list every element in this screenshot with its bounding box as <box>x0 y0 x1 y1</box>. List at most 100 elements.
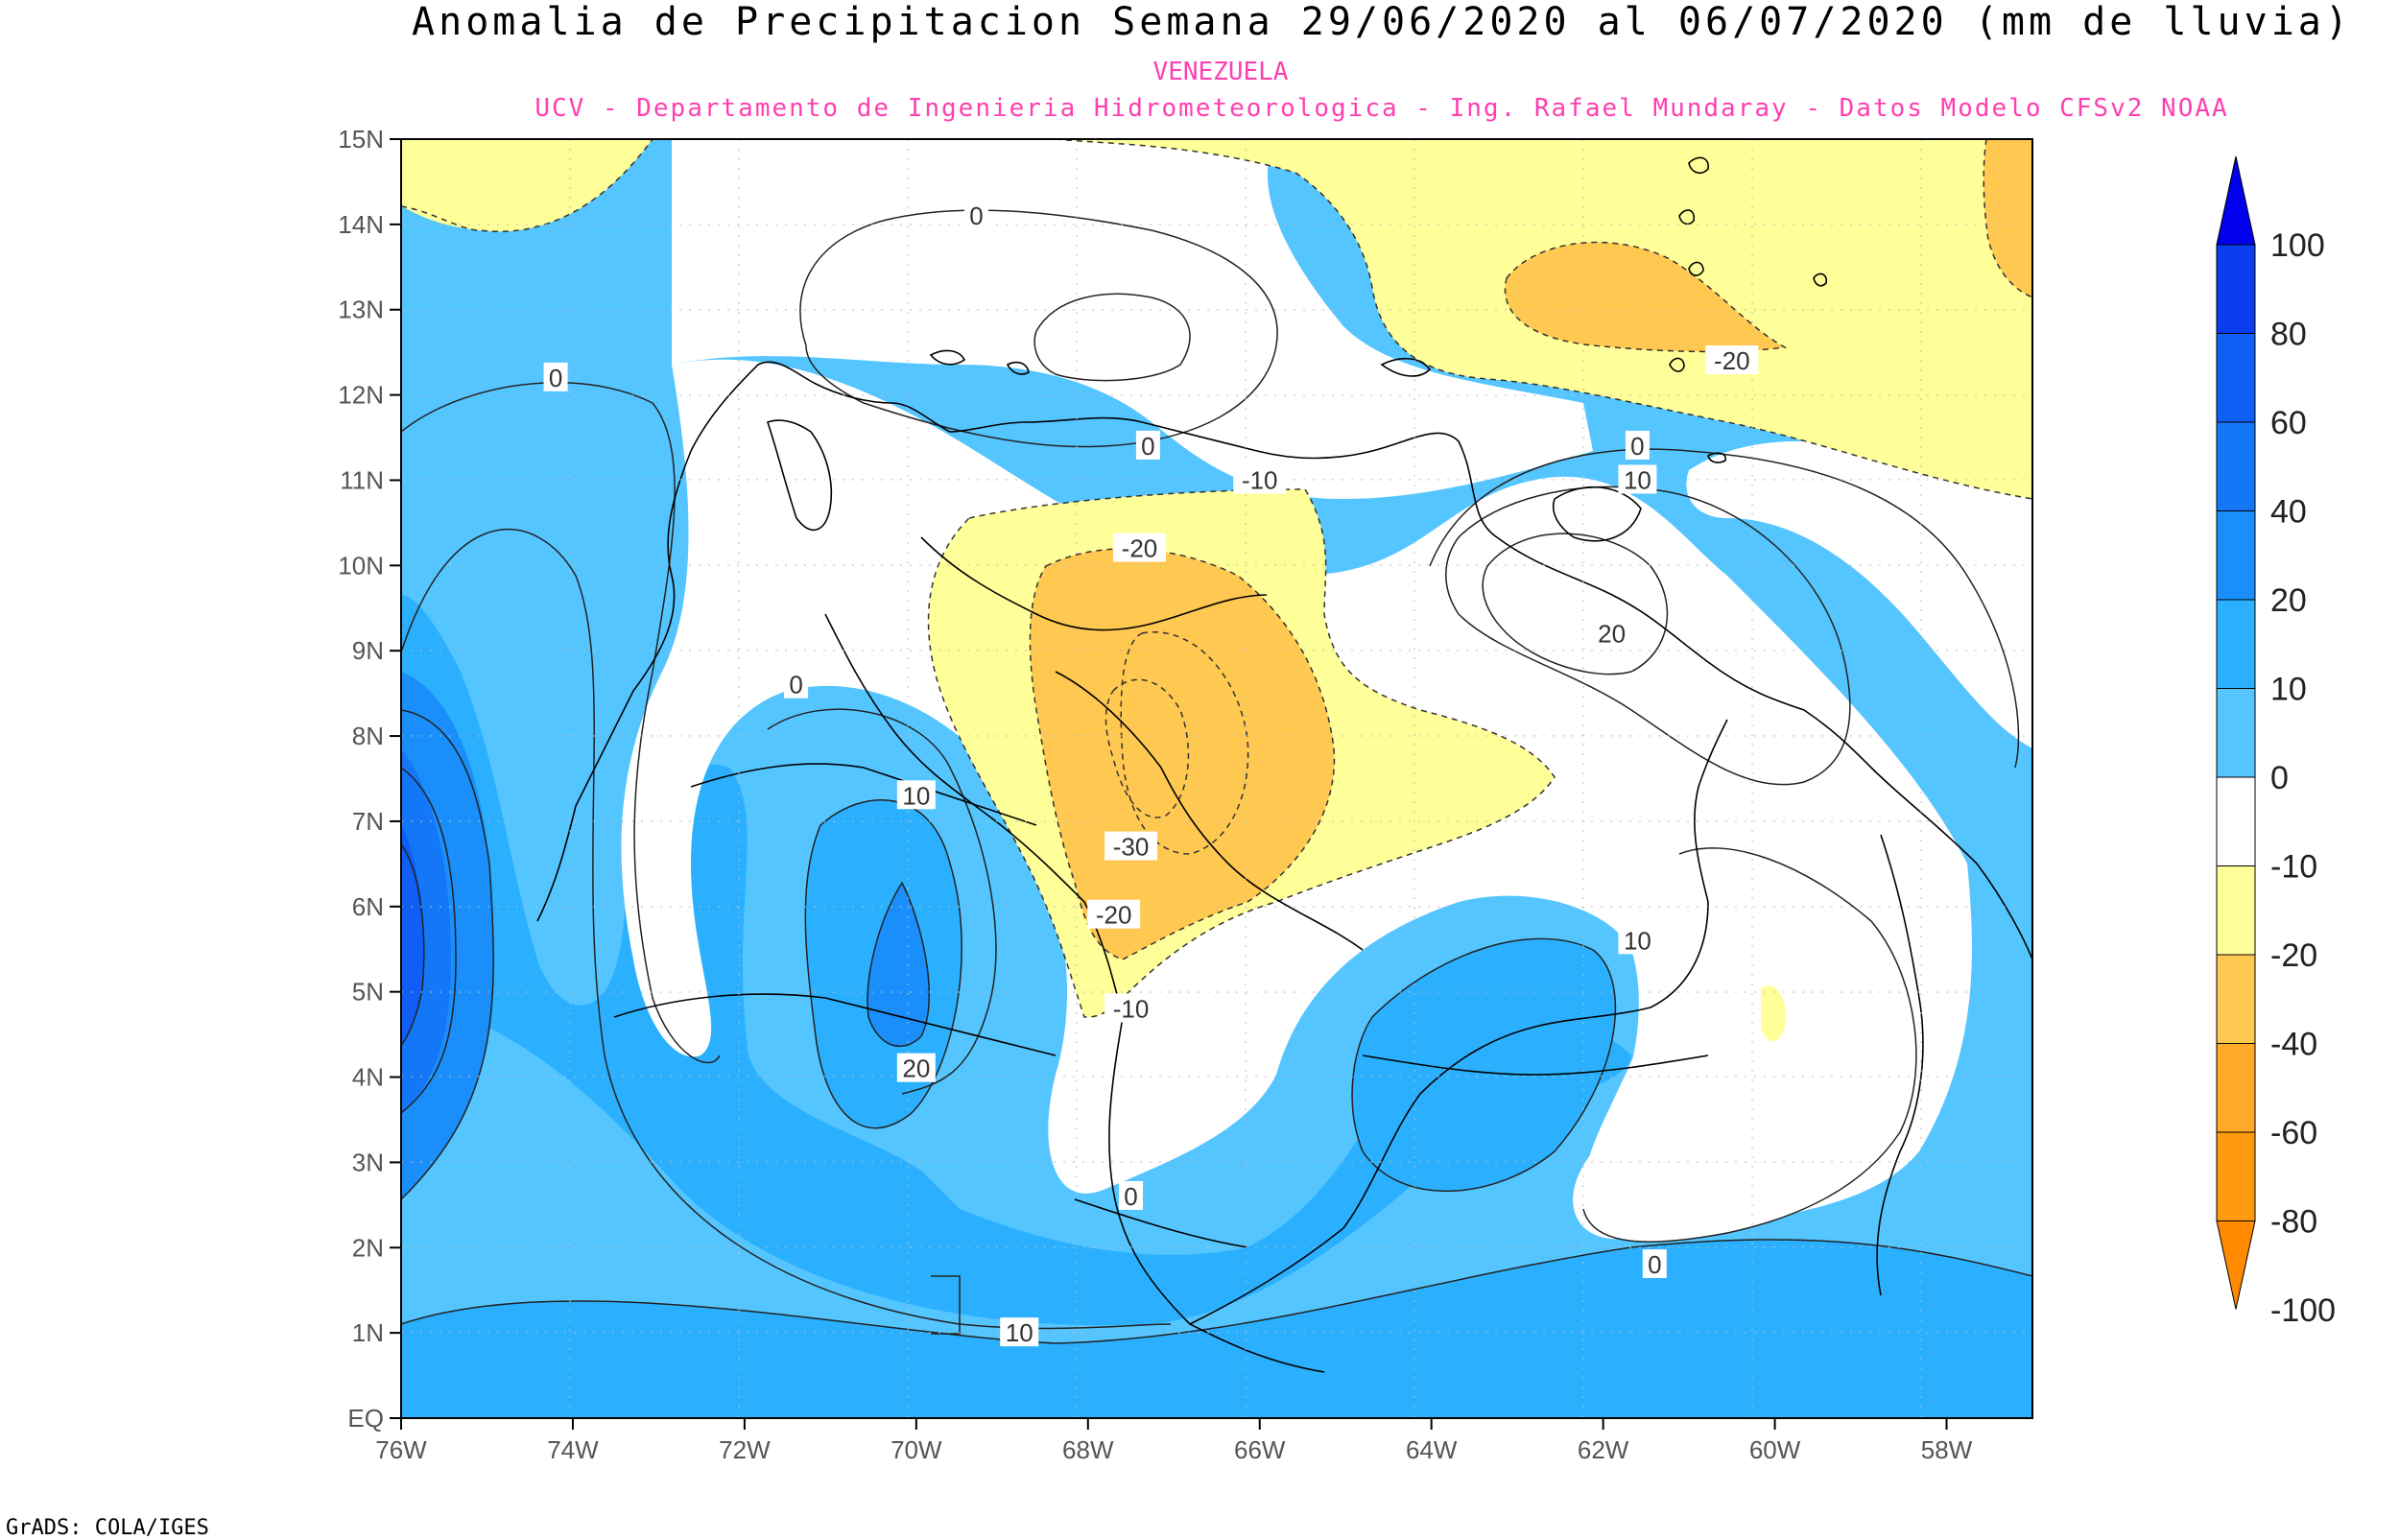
contour-label-bg <box>1135 430 1160 460</box>
contour-south-band <box>401 1239 2032 1344</box>
island-tobago <box>1707 452 1727 463</box>
contour-label-bg <box>1625 430 1650 460</box>
contour-label: -20 <box>1714 346 1750 375</box>
contour-label: 20 <box>1598 619 1626 648</box>
border-colombia-venezuela <box>824 613 1325 1373</box>
contour-label-bg <box>1104 993 1158 1023</box>
border-internal-6 <box>1074 1198 1248 1248</box>
field-zero-east <box>1686 440 2032 748</box>
colorbar-label: -10 <box>2270 849 2317 886</box>
contour-label-bg <box>1618 464 1657 494</box>
anomaly-field <box>401 139 2032 1418</box>
colorbar-label: -40 <box>2270 1027 2317 1063</box>
colorbar-label: 20 <box>2270 582 2307 619</box>
map-frame <box>400 138 2033 1419</box>
contour-label-bg <box>1087 899 1141 929</box>
field-positive-60-80 <box>401 825 424 1046</box>
colorbar-label: -60 <box>2270 1115 2317 1151</box>
lat-tick-label: 13N <box>338 296 384 324</box>
field-zero-guyana <box>1581 847 1916 1243</box>
contour-label: 10 <box>902 781 930 810</box>
colorbar-swatch <box>2216 333 2256 423</box>
contour-ten-se <box>1351 937 1617 1192</box>
contour-label: 0 <box>789 671 802 699</box>
contour-small-box <box>931 1275 961 1335</box>
lat-tick-label: 15N <box>338 125 384 154</box>
field-south-band <box>401 1239 2032 1418</box>
latitude-axis: 15N 14N 13N 12N 11N 10N 9N 8N 7N 6N 5N 4N 3N 2N 1N EQ <box>338 125 401 1433</box>
contour-label: -20 <box>1096 901 1132 930</box>
island-martinique <box>1688 156 1709 175</box>
contour-neg20-north <box>1504 241 1788 353</box>
contour-label-bg <box>1618 925 1657 955</box>
contour-label-bg <box>543 362 568 391</box>
lat-tick-label: 3N <box>352 1148 384 1176</box>
lat-tick-label: 7N <box>352 807 384 836</box>
colorbar-label: 0 <box>2270 760 2289 796</box>
contour-label-bg <box>896 780 936 810</box>
field-neg-north <box>401 139 653 232</box>
colorbar-label: 40 <box>2270 494 2307 531</box>
contour-label: 10 <box>1006 1318 1033 1347</box>
lon-tick-label: 60W <box>1749 1435 1801 1464</box>
contour-label: 20 <box>902 1054 930 1083</box>
colorbar-label: 100 <box>2270 227 2325 264</box>
contour-zero-east <box>1429 448 2020 769</box>
graticule-lat <box>401 224 2032 1334</box>
graticule <box>569 139 1922 1418</box>
island-margarita <box>1380 357 1432 377</box>
contour-neg30-center <box>1120 631 1249 855</box>
colorbar-label: 80 <box>2270 317 2307 353</box>
contour-label-bg <box>1112 533 1166 562</box>
lat-tick-label: 5N <box>352 978 384 1007</box>
contour-label-bg <box>784 669 809 699</box>
contour-labels: 0 0 0 0 10 -10 -20 -20 20 0 10 -30 -20 10 -10 20 0 0 10 <box>543 200 1759 1347</box>
colorbar-label: 60 <box>2270 405 2307 441</box>
contour-label: 0 <box>1630 432 1644 461</box>
colorbar-swatch <box>2216 244 2256 334</box>
colorbar-swatch <box>2216 865 2256 956</box>
lat-tick-label: 12N <box>338 381 384 410</box>
colorbar-swatch <box>2216 954 2256 1044</box>
lon-tick-label: 74W <box>547 1435 599 1464</box>
contour-neg-north-left <box>401 139 653 232</box>
colorbar-label: -80 <box>2270 1204 2317 1241</box>
contour-label: -10 <box>1113 994 1150 1023</box>
lat-tick-label: 10N <box>338 551 384 580</box>
credit-subtitle: UCV - Departamento de Ingenieria Hidrome… <box>534 94 2229 123</box>
border-internal-3 <box>690 763 1037 826</box>
island-stlucia <box>1678 209 1696 225</box>
contour-neg20-center <box>1029 548 1336 960</box>
contour-twenty-blob <box>867 881 931 1047</box>
contour-label-bg <box>1642 1249 1667 1279</box>
contour-label: 10 <box>1624 926 1651 955</box>
contour-ten-blob <box>804 799 962 1129</box>
contour-label-bg <box>1000 1317 1039 1347</box>
field-positive-10-20 <box>401 595 1631 1326</box>
island-curacao <box>929 349 966 366</box>
colorbar-label: 10 <box>2270 672 2307 708</box>
lon-tick-label: 66W <box>1234 1435 1286 1464</box>
contour-twenty-east <box>1482 533 1669 675</box>
contour-label: 0 <box>969 201 983 230</box>
contour-label: 10 <box>1624 465 1651 494</box>
contour-label: -30 <box>1113 833 1150 862</box>
island-barbados <box>1813 272 1828 287</box>
contour-zero-north <box>799 209 1278 448</box>
field-se-10 <box>1352 938 1616 1192</box>
contour-ten-north <box>1033 293 1191 382</box>
island-bonaire <box>1006 361 1030 375</box>
field-zero-north-gap <box>672 139 1593 499</box>
colorbar-label: -20 <box>2270 937 2317 974</box>
contour-label: 0 <box>1141 432 1154 461</box>
field-neg20-north <box>1505 242 1785 352</box>
lake-maracaibo <box>766 419 833 532</box>
contour-label: -10 <box>1242 465 1278 494</box>
lat-tick-label: 14N <box>338 210 384 239</box>
lat-tick-label: 8N <box>352 722 384 750</box>
lat-tick-label: 1N <box>352 1318 384 1347</box>
border-internal-2 <box>1055 671 1364 951</box>
longitude-axis: 76W 74W 72W 70W 68W 66W 64W 62W 60W 58W <box>375 1418 1973 1464</box>
